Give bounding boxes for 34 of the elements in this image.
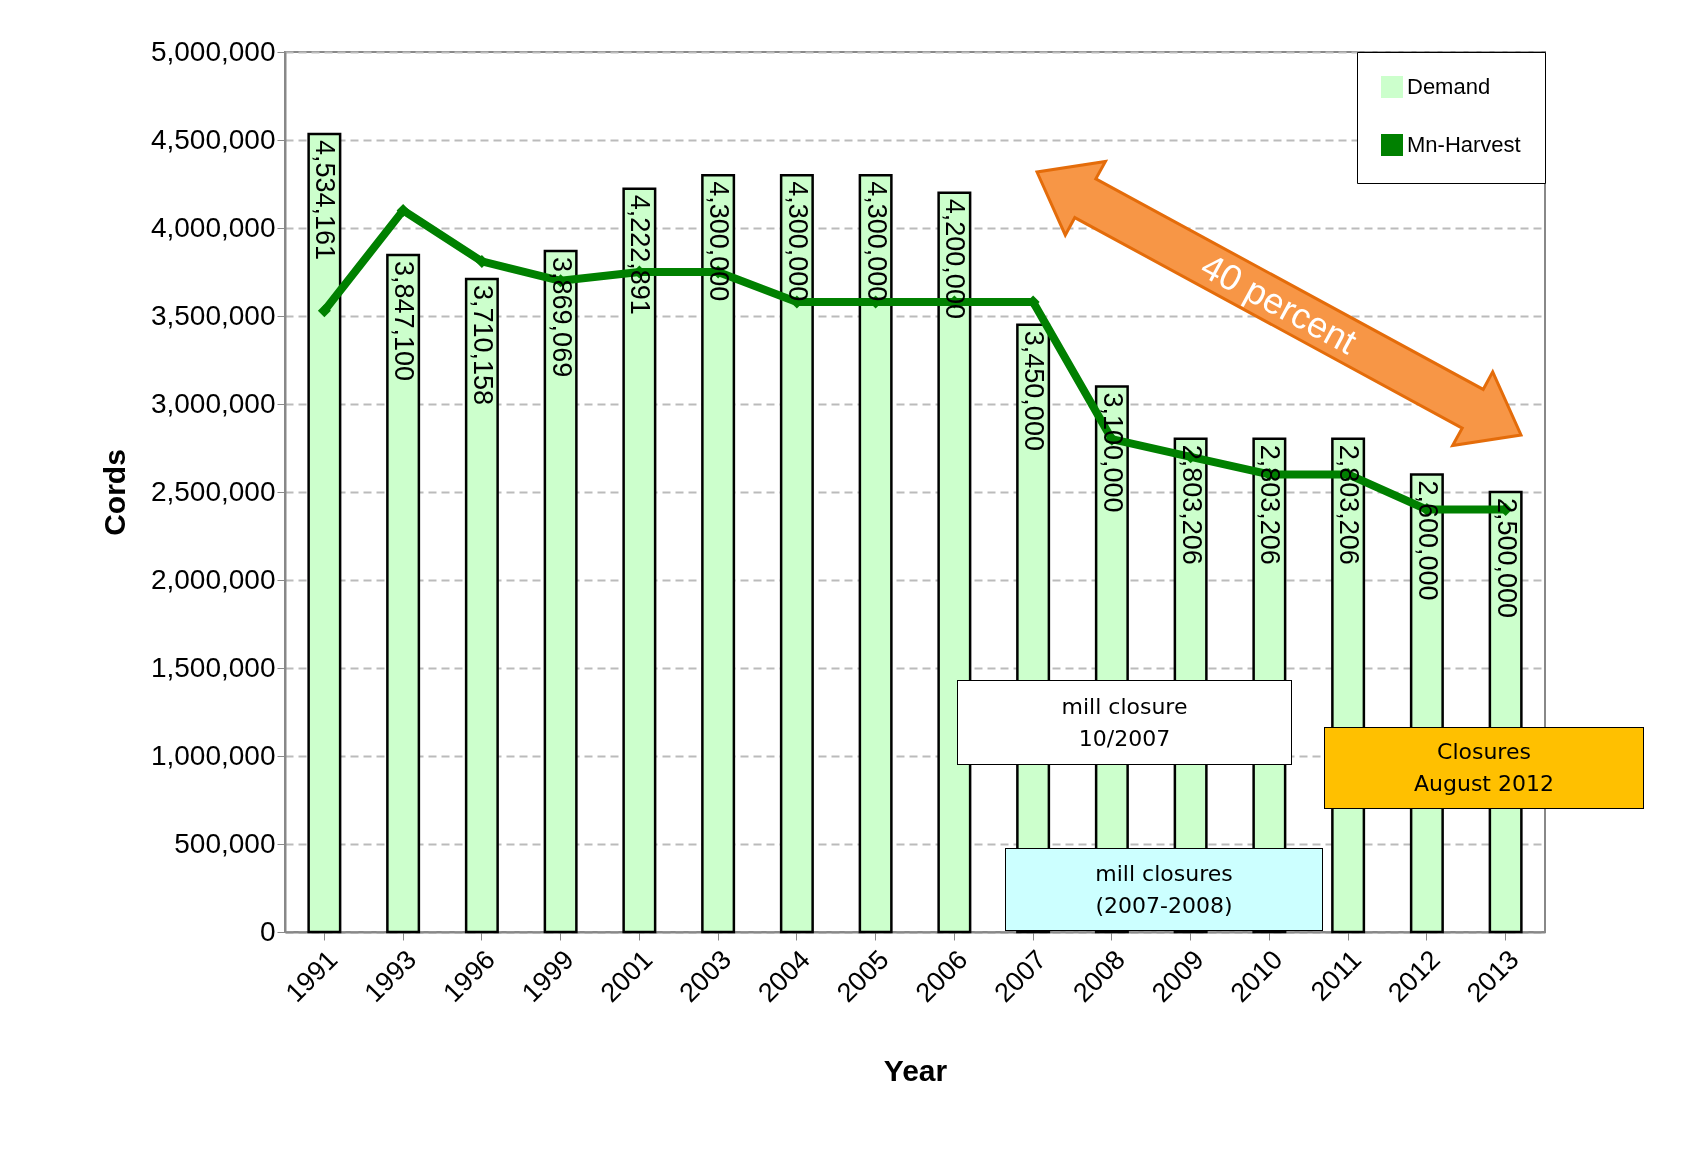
y-tick-label: 5,000,000: [150, 35, 276, 67]
data-label: 4,300,000: [782, 181, 813, 302]
note-box: mill closure 10/2007: [957, 680, 1292, 765]
data-label: 3,100,000: [1097, 392, 1128, 513]
data-label: 2,803,206: [1334, 444, 1365, 565]
y-tick-label: 0: [259, 915, 276, 947]
data-label: 4,300,000: [704, 181, 735, 302]
data-label: 4,222,891: [625, 194, 656, 315]
note-box: mill closures (2007-2008): [1005, 848, 1323, 931]
data-label: 2,803,206: [1255, 444, 1286, 565]
y-tick-label: 4,000,000: [150, 211, 276, 243]
data-label: 3,450,000: [1019, 330, 1050, 451]
data-label: 3,847,100: [389, 260, 420, 382]
data-label: 4,300,000: [861, 181, 892, 302]
legend-label: Demand: [1407, 74, 1491, 99]
legend-label: Mn-Harvest: [1407, 132, 1521, 157]
data-label: 4,200,000: [940, 198, 971, 319]
y-tick-label: 2,000,000: [150, 563, 276, 595]
data-label: 2,600,000: [1412, 480, 1443, 601]
data-label: 4,534,161: [310, 139, 341, 261]
y-tick-label: 1,000,000: [150, 739, 276, 771]
y-tick-label: 500,000: [174, 827, 276, 859]
data-label: 2,803,206: [1176, 444, 1207, 565]
x-axis-title: Year: [883, 1054, 948, 1088]
y-axis-title: Cords: [97, 449, 131, 536]
data-label: 2,500,000: [1491, 498, 1522, 619]
y-tick-label: 4,500,000: [150, 123, 276, 155]
y-tick-label: 3,000,000: [150, 387, 276, 419]
y-tick-label: 2,500,000: [150, 475, 276, 507]
y-tick-label: 1,500,000: [150, 651, 276, 683]
y-tick-label: 3,500,000: [150, 299, 276, 331]
data-label: 3,869,069: [546, 257, 577, 378]
data-label: 3,710,158: [467, 285, 498, 406]
note-box: Closures August 2012: [1324, 727, 1644, 809]
